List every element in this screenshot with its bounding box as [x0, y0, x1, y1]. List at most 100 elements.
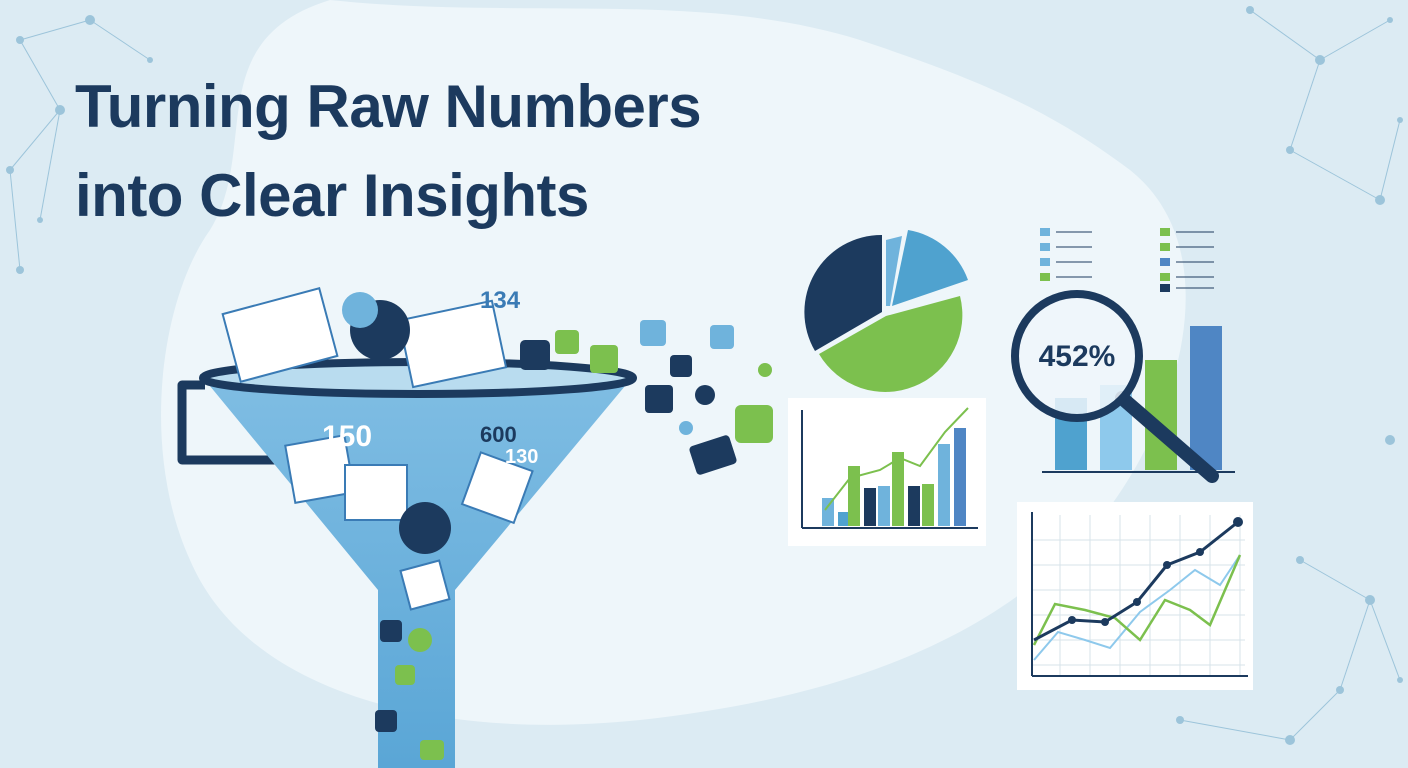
- icon: [640, 320, 666, 346]
- decoration-line: [9, 169, 21, 271]
- series-line: [1033, 554, 1241, 661]
- decoration-line: [1289, 59, 1321, 151]
- decoration-rect: [1040, 228, 1050, 236]
- pie-slice: [886, 236, 902, 306]
- decoration-circle: [1233, 517, 1243, 527]
- icon: [735, 405, 773, 443]
- title-line: Turning Raw Numbers: [75, 73, 701, 140]
- bar: [822, 498, 834, 526]
- decoration-circle: [37, 217, 43, 223]
- bar: [922, 484, 934, 526]
- icon: [520, 340, 550, 370]
- decoration-circle: [1365, 595, 1375, 605]
- decoration-circle: [55, 105, 65, 115]
- decoration-circle: [16, 36, 24, 44]
- icon: [555, 330, 579, 354]
- icon: [395, 665, 415, 685]
- decoration-line: [1319, 19, 1391, 61]
- decoration-rect: [1040, 273, 1050, 281]
- decoration-circle: [85, 15, 95, 25]
- bar: [954, 428, 966, 526]
- decoration-circle: [1196, 548, 1204, 556]
- funnel-number: 130: [505, 446, 538, 468]
- funnel-number: 600: [480, 422, 517, 447]
- decoration-line: [39, 109, 61, 221]
- bar: [878, 486, 890, 526]
- decoration-rect: [1160, 273, 1170, 281]
- markers: [1068, 517, 1243, 626]
- icon: [342, 292, 378, 328]
- decoration-rect: [1040, 258, 1050, 266]
- decoration-rect: [1160, 258, 1170, 266]
- decoration-circle: [1375, 195, 1385, 205]
- bar: [938, 444, 950, 526]
- document-icon: [399, 559, 451, 611]
- decoration-line: [1369, 599, 1401, 681]
- icon: [380, 620, 402, 642]
- pie-chart: [804, 230, 968, 392]
- magnified-value: 452%: [1039, 340, 1116, 373]
- funnel-number: 134: [480, 287, 521, 314]
- decoration-circle: [1315, 55, 1325, 65]
- document-icon: [284, 434, 356, 504]
- funnel-number: 150: [322, 420, 372, 453]
- pie-slice: [892, 230, 968, 306]
- decoration-line: [9, 109, 61, 171]
- bar: [848, 466, 860, 526]
- trend-line: [824, 407, 969, 511]
- decoration-line: [89, 19, 151, 61]
- icon: [645, 385, 673, 413]
- network-decoration: [6, 6, 1403, 745]
- document-icon: [221, 287, 339, 383]
- funnel: 134 150 600 130: [177, 287, 637, 768]
- decoration-circle: [1133, 598, 1141, 606]
- document-icon: [460, 451, 534, 525]
- decoration-circle: [1387, 17, 1393, 23]
- icon: [695, 385, 715, 405]
- magnifier-handle: [1115, 391, 1219, 483]
- icon: [679, 421, 693, 435]
- funnel-handle: [177, 380, 290, 465]
- decoration-circle: [1101, 618, 1109, 626]
- icon: [670, 355, 692, 377]
- decoration-line: [1289, 149, 1381, 201]
- decoration-circle: [1176, 716, 1184, 724]
- icon: [420, 740, 444, 760]
- decoration-circle: [16, 266, 24, 274]
- decoration-circle: [1163, 561, 1171, 569]
- bar: [838, 512, 850, 526]
- series-line: [1032, 554, 1242, 646]
- bar: [892, 452, 904, 526]
- decoration-circle: [1068, 616, 1076, 624]
- flying-icons: [640, 320, 773, 475]
- decoration-line: [1299, 559, 1371, 601]
- icon: [590, 345, 618, 373]
- bar: [864, 488, 876, 526]
- icon: [408, 628, 432, 652]
- decoration-line: [19, 39, 61, 111]
- decoration-circle: [6, 166, 14, 174]
- icon: [399, 502, 451, 554]
- bar-chart-card: [788, 398, 986, 546]
- decoration-rect: [1160, 284, 1170, 292]
- decoration-circle: [1385, 435, 1395, 445]
- decoration-rect: [1040, 243, 1050, 251]
- icon: [710, 325, 734, 349]
- decoration-circle: [1296, 556, 1304, 564]
- icon: [689, 435, 737, 475]
- decoration-rect: [1160, 228, 1170, 236]
- document-icon: [344, 464, 408, 521]
- decoration-rect: [1160, 243, 1170, 251]
- decoration-line: [19, 19, 91, 41]
- decoration-line: [1379, 119, 1401, 201]
- bar: [1190, 326, 1222, 470]
- decoration-line: [1249, 9, 1321, 61]
- legend-decoration: [1040, 228, 1214, 292]
- pie-slice: [819, 296, 963, 392]
- decoration-circle: [1397, 677, 1403, 683]
- document-icon: [397, 299, 508, 389]
- decoration-circle: [1246, 6, 1254, 14]
- line-chart-card: [1017, 502, 1253, 690]
- magnifier-chart: 452%: [1011, 228, 1235, 483]
